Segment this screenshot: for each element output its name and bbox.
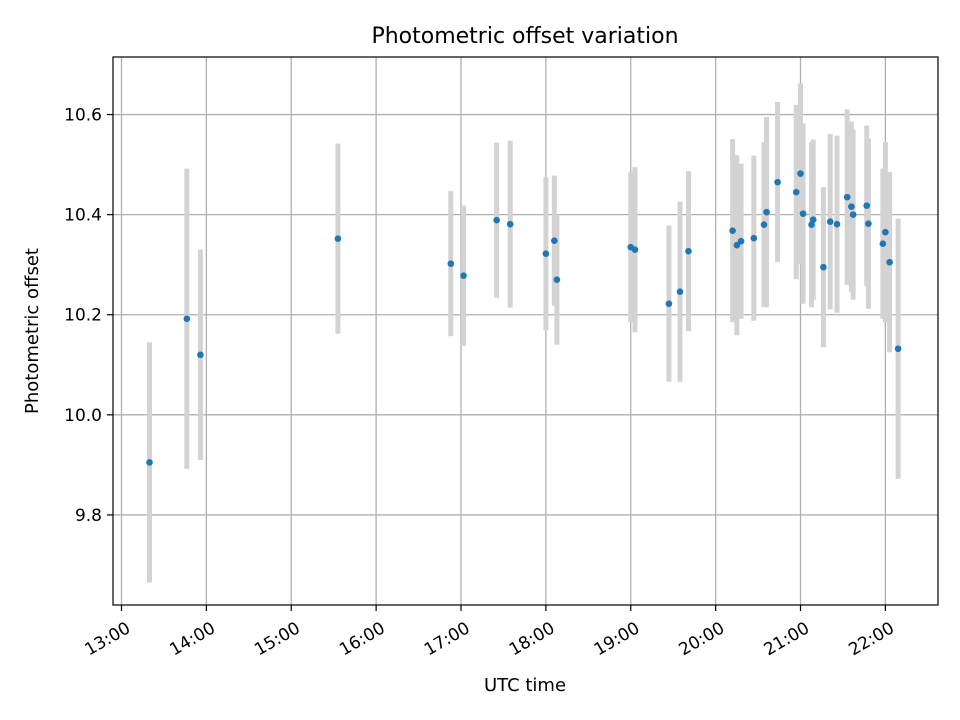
data-point <box>792 188 800 196</box>
x-axis: 13:00 14:00 15:00 16:00 17:00 18:00 19:00 20:00… <box>82 605 898 660</box>
data-point <box>542 250 550 257</box>
x-axis-label: UTC time <box>484 675 566 696</box>
data-point <box>826 218 834 225</box>
chart-title: Photometric offset variation <box>371 24 678 49</box>
x-tick-label: 18:00 <box>506 618 558 660</box>
data-point <box>665 300 673 308</box>
data-point <box>848 203 855 210</box>
data-point <box>553 276 561 284</box>
data-point <box>197 351 204 359</box>
data-point <box>863 202 871 209</box>
data-point <box>894 345 902 353</box>
data-point <box>797 170 804 177</box>
x-tick-label: 13:00 <box>82 618 134 660</box>
data-point <box>865 220 872 227</box>
data-point <box>774 178 781 186</box>
data-point <box>737 237 745 245</box>
y-axis-label: Photometric offset <box>22 248 43 414</box>
data-point <box>506 220 514 228</box>
plot-frame <box>112 56 939 606</box>
data-point <box>882 228 889 236</box>
data-point <box>843 193 851 201</box>
data-point <box>334 235 342 242</box>
data-point <box>551 237 558 244</box>
x-tick-label: 20:00 <box>676 618 728 660</box>
x-tick-label: 15:00 <box>251 618 303 660</box>
data-point <box>676 288 684 296</box>
y-axis: 9.8 10.0 10.2 10.4 10.6 <box>64 106 113 526</box>
y-tick-label: 10.4 <box>64 206 102 226</box>
data-points <box>146 170 902 466</box>
data-point <box>808 221 815 228</box>
data-point <box>493 216 500 224</box>
data-point <box>849 211 857 218</box>
x-tick-label: 19:00 <box>591 618 643 660</box>
data-point <box>733 241 741 249</box>
data-point <box>685 247 692 255</box>
data-point <box>631 246 639 253</box>
x-tick-label: 22:00 <box>845 618 897 660</box>
data-point <box>820 263 827 271</box>
data-point <box>750 234 758 242</box>
x-tick-label: 14:00 <box>166 618 218 660</box>
x-tick-label: 17:00 <box>421 618 473 660</box>
grid <box>113 57 938 605</box>
y-tick-label: 9.8 <box>75 506 102 526</box>
x-tick-label: 16:00 <box>336 618 388 660</box>
data-point <box>809 216 817 223</box>
data-point <box>146 459 153 466</box>
y-tick-label: 10.2 <box>64 306 102 326</box>
data-point <box>183 315 191 323</box>
y-tick-label: 10.0 <box>64 406 102 426</box>
y-tick-label: 10.6 <box>64 106 102 126</box>
data-point <box>760 221 768 228</box>
data-point <box>833 220 841 228</box>
data-point <box>799 210 807 217</box>
data-point <box>763 208 770 216</box>
data-point <box>879 240 887 247</box>
x-tick-label: 21:00 <box>761 618 813 660</box>
data-point <box>729 227 736 234</box>
error-bars <box>146 83 901 583</box>
data-point <box>886 258 893 266</box>
data-point <box>447 260 455 267</box>
data-point <box>460 272 467 279</box>
